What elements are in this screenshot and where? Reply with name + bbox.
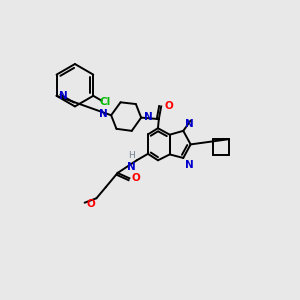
Text: N: N [59,91,68,101]
Text: O: O [132,173,140,183]
Text: Cl: Cl [99,98,110,107]
Text: N: N [127,162,136,172]
Text: N: N [185,160,194,170]
Text: N: N [144,112,153,122]
Text: N: N [185,118,194,128]
Text: H: H [128,151,135,160]
Text: N: N [99,110,108,119]
Text: O: O [164,101,173,111]
Text: O: O [86,199,95,209]
